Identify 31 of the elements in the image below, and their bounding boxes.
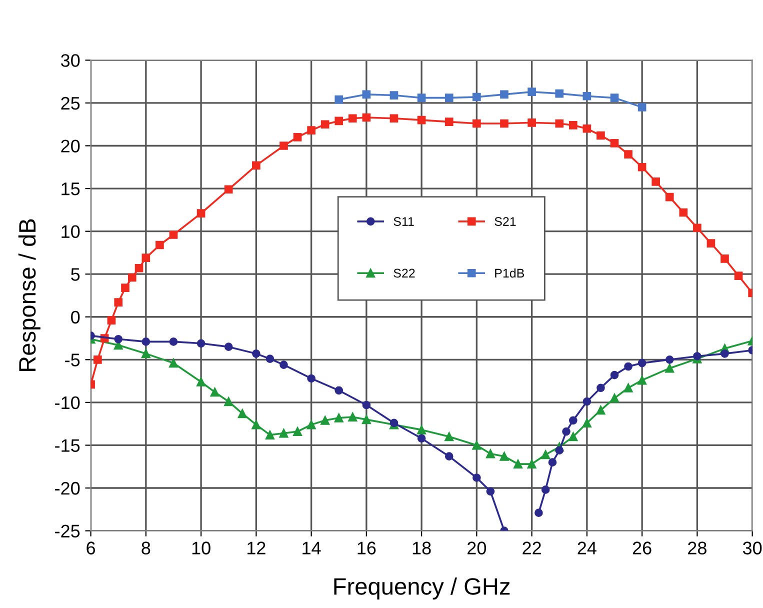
y-tick-label: 25 <box>61 96 80 110</box>
x-tick-label: 8 <box>142 542 150 554</box>
y-tick-label: -5 <box>65 354 80 366</box>
y-tick-label: 20 <box>61 140 80 152</box>
y-tick-label: -15 <box>55 439 80 452</box>
x-tick-label: 16 <box>358 542 376 554</box>
y-tick-label: 15 <box>62 182 80 196</box>
y-tick-label: 10 <box>62 225 80 238</box>
x-axis-title: Frequency / GHz <box>334 577 510 600</box>
y-tick-label: -20 <box>55 482 80 495</box>
legend-label: S11 <box>394 217 414 226</box>
x-tick-label: 24 <box>578 542 596 554</box>
x-tick-label: 26 <box>632 542 652 554</box>
x-tick-label: 20 <box>468 542 486 554</box>
y-tick-label: -10 <box>55 396 80 410</box>
x-tick-label: 12 <box>248 542 266 554</box>
y-tick-label: 5 <box>71 268 80 281</box>
x-tick-label: 6 <box>86 542 96 554</box>
y-axis-title: Response / dB <box>18 219 40 371</box>
y-tick-label: 0 <box>71 310 80 324</box>
y-tick-label: 30 <box>60 54 80 67</box>
x-tick-label: 28 <box>688 542 706 554</box>
y-tick-label: -25 <box>55 524 80 538</box>
legend-label: P1dB <box>495 268 524 278</box>
x-tick-label: 14 <box>302 542 321 554</box>
legend-label: S22 <box>394 268 415 278</box>
x-tick-label: 10 <box>192 542 210 554</box>
x-tick-label: 22 <box>522 542 541 554</box>
legend-label: S21 <box>494 217 516 226</box>
x-tick-label: 30 <box>742 542 762 554</box>
x-tick-label: 18 <box>412 542 431 554</box>
